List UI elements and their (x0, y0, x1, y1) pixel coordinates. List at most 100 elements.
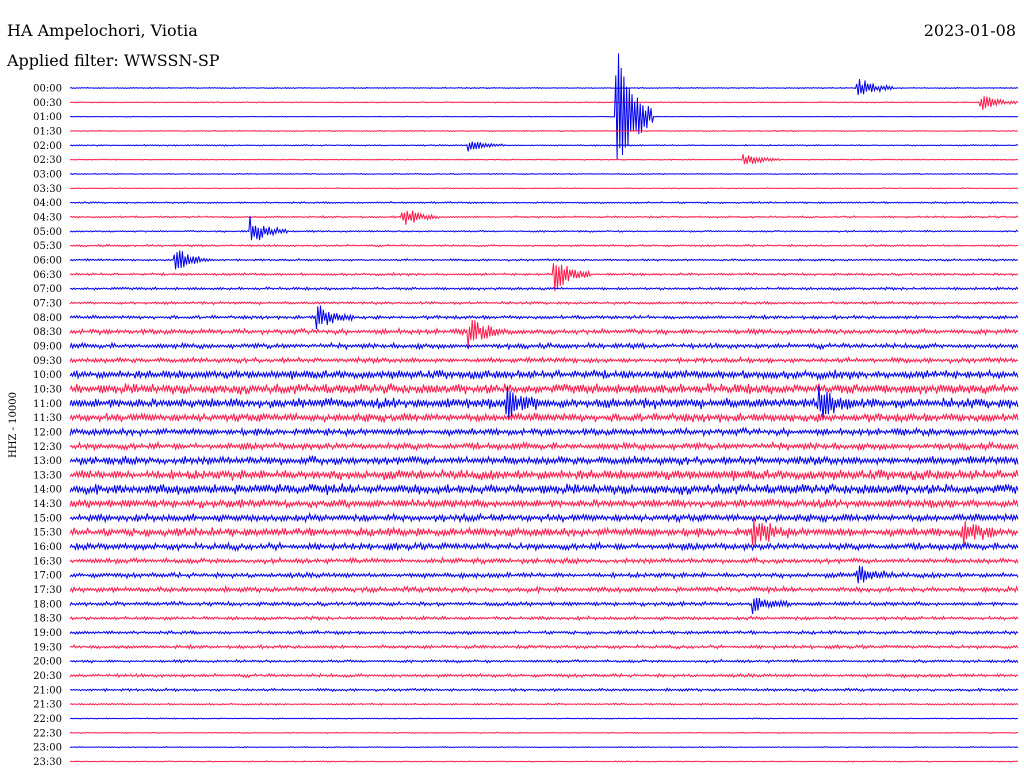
trace-line-1700 (69, 565, 1019, 584)
time-tick-label: 04:00 (33, 198, 62, 209)
time-tick-label: 00:00 (33, 84, 62, 95)
time-tick-label: 09:30 (33, 356, 62, 367)
time-tick-label: 14:00 (33, 485, 62, 496)
time-tick-label: 18:30 (33, 614, 62, 625)
time-tick-label: 12:30 (33, 442, 62, 453)
time-tick-label: 05:00 (33, 227, 62, 238)
trace-lines (69, 53, 1019, 763)
time-tick-label: 22:30 (33, 728, 62, 739)
time-tick-label: 21:00 (33, 685, 62, 696)
time-tick-label: 02:30 (33, 155, 62, 166)
trace-line-0900 (69, 341, 1019, 351)
time-tick-label: 20:30 (33, 671, 62, 682)
date-label: 2023-01-08 (924, 21, 1016, 40)
time-tick-label: 05:30 (33, 241, 62, 252)
time-tick-label: 09:00 (33, 341, 62, 352)
time-tick-label: 10:30 (33, 384, 62, 395)
trace-line-2100 (69, 687, 1019, 693)
time-tick-label: 21:30 (33, 700, 62, 711)
time-tick-label: 12:00 (33, 427, 62, 438)
time-tick-label: 02:00 (33, 141, 62, 152)
trace-line-2130 (69, 702, 1019, 706)
trace-line-2030 (69, 672, 1019, 679)
trace-line-1930 (69, 643, 1019, 651)
trace-line-0300 (69, 172, 1019, 176)
time-tick-label: 22:00 (33, 714, 62, 725)
time-tick-label: 08:30 (33, 327, 62, 338)
station-title: HA Ampelochori, Viotia (7, 21, 198, 40)
time-tick-label: 08:00 (33, 313, 62, 324)
trace-line-1900 (69, 629, 1019, 636)
trace-line-1200 (69, 426, 1019, 438)
trace-line-1400 (69, 483, 1019, 496)
trace-line-0630 (69, 263, 1019, 292)
trace-line-0030 (69, 96, 1019, 110)
trace-line-0000 (69, 78, 1019, 96)
trace-line-1130 (69, 411, 1019, 424)
trace-line-2000 (69, 658, 1019, 664)
trace-line-1600 (69, 540, 1019, 553)
time-tick-label: 13:30 (33, 470, 62, 481)
time-tick-label: 10:00 (33, 370, 62, 381)
time-tick-label: 06:30 (33, 270, 62, 281)
trace-line-0600 (69, 250, 1019, 270)
time-tick-label: 17:00 (33, 571, 62, 582)
time-tick-label: 07:00 (33, 284, 62, 295)
trace-line-1300 (69, 454, 1019, 467)
trace-line-0530 (69, 243, 1019, 248)
time-tick-label: 23:30 (33, 757, 62, 768)
trace-line-1730 (69, 584, 1019, 595)
trace-line-0130 (69, 129, 1019, 133)
trace-line-1230 (69, 440, 1019, 452)
trace-line-0700 (69, 286, 1019, 292)
trace-line-1330 (69, 468, 1019, 481)
time-tick-label: 00:30 (33, 98, 62, 109)
trace-line-0200 (69, 141, 1019, 152)
trace-line-2230 (69, 731, 1019, 734)
trace-line-2330 (69, 760, 1019, 763)
trace-line-0330 (69, 187, 1019, 190)
trace-line-0730 (69, 300, 1019, 306)
time-tick-label: 04:30 (33, 212, 62, 223)
time-tick-label: 19:30 (33, 642, 62, 653)
time-tick-label: 07:30 (33, 298, 62, 309)
time-tick-label: 06:00 (33, 255, 62, 266)
time-tick-label: 13:00 (33, 456, 62, 467)
trace-line-0230 (69, 154, 1019, 165)
time-tick-label: 03:30 (33, 184, 62, 195)
time-tick-label: 16:00 (33, 542, 62, 553)
trace-line-1430 (69, 498, 1019, 510)
time-tick-label: 11:30 (33, 413, 62, 424)
time-tick-label: 15:00 (33, 513, 62, 524)
trace-line-0830 (69, 319, 1019, 347)
filter-label: Applied filter: WWSSN-SP (6, 51, 220, 70)
trace-line-0800 (69, 305, 1019, 330)
trace-line-1100 (69, 385, 1019, 421)
time-tick-label: 01:30 (33, 126, 62, 137)
time-tick-label: 14:30 (33, 499, 62, 510)
trace-line-1030 (69, 382, 1019, 396)
trace-line-1630 (69, 556, 1019, 566)
time-tick-labels: 00:00 00:30 01:00 01:30 02:00 02:30 03:00 03:30… (33, 84, 62, 769)
time-tick-label: 18:00 (33, 599, 62, 610)
trace-line-1500 (69, 511, 1019, 524)
time-tick-label: 20:00 (33, 657, 62, 668)
time-tick-label: 03:00 (33, 169, 62, 180)
time-tick-label: 15:30 (33, 528, 62, 539)
time-tick-label: 16:30 (33, 556, 62, 567)
trace-line-0400 (69, 200, 1019, 205)
trace-line-0430 (69, 210, 1019, 225)
trace-line-2300 (69, 745, 1019, 749)
y-axis-label: HHZ - 10000 (8, 392, 19, 458)
trace-line-1000 (69, 368, 1019, 381)
time-tick-label: 01:00 (33, 112, 62, 123)
time-tick-label: 11:00 (33, 399, 62, 410)
time-tick-label: 17:30 (33, 585, 62, 596)
time-tick-label: 23:00 (33, 743, 62, 754)
trace-line-0930 (69, 355, 1019, 365)
trace-line-1800 (69, 597, 1019, 614)
trace-line-0100 (69, 53, 1019, 160)
trace-line-0500 (69, 215, 1019, 241)
time-tick-label: 19:00 (33, 628, 62, 639)
